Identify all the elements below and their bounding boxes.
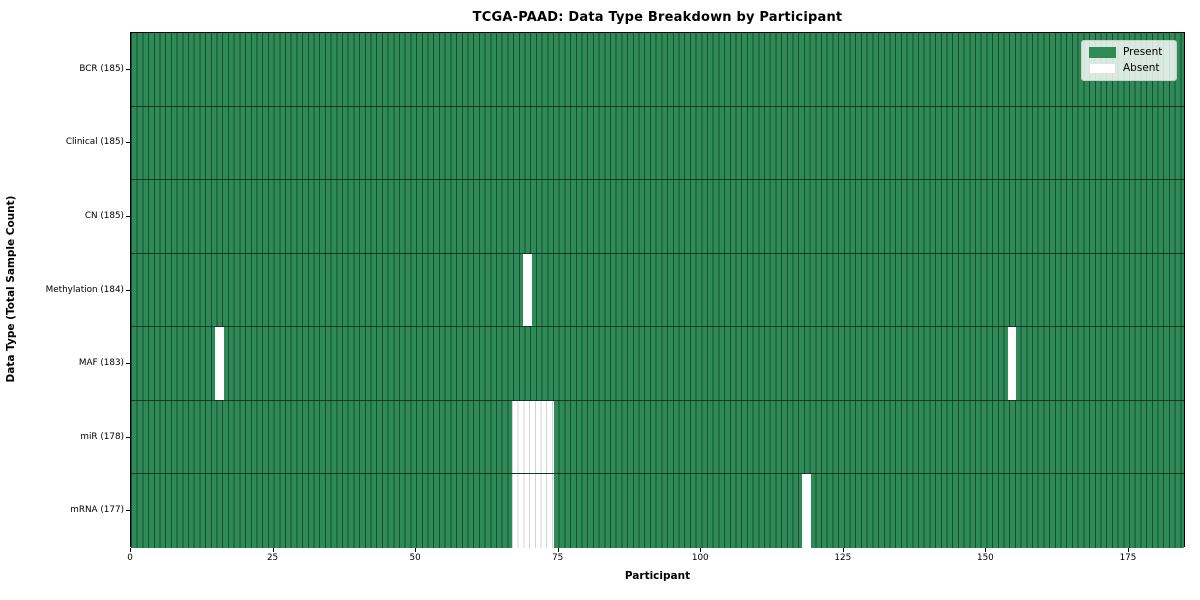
y-tick-label-clinical: Clinical (185)	[65, 137, 124, 148]
y-tick-label-methylation: Methylation (184)	[45, 284, 124, 295]
x-tick-label-25: 25	[266, 553, 279, 563]
x-tick-mark	[557, 548, 559, 552]
y-tick-mark	[126, 68, 130, 70]
x-tick-label-125: 125	[834, 553, 852, 563]
y-tick-mark	[126, 363, 130, 365]
y-tick-mark	[126, 289, 130, 291]
y-tick-label-mir: miR (178)	[80, 431, 124, 442]
y-tick-label-maf: MAF (183)	[78, 358, 124, 369]
y-tick-mark	[126, 436, 130, 438]
x-axis-label: Participant	[624, 570, 691, 582]
absent-run-maf-154	[1007, 327, 1017, 400]
absent-run-maf-15	[215, 327, 224, 400]
absent-run-mir-67	[511, 400, 555, 474]
legend: Present Absent	[1081, 40, 1177, 81]
x-tick-mark	[130, 548, 131, 552]
x-tick-mark	[272, 548, 274, 552]
x-tick-mark	[985, 548, 987, 552]
matrix-row-cn	[131, 180, 1184, 254]
matrix-row-bcr	[131, 33, 1184, 107]
y-tick-mark	[126, 215, 130, 217]
x-tick-label-50: 50	[409, 553, 421, 563]
y-tick-mark	[126, 142, 130, 144]
x-tick-mark	[842, 548, 844, 552]
legend-label-absent: Absent	[1123, 62, 1160, 75]
absent-swatch-icon	[1089, 63, 1116, 74]
x-tick-label-75: 75	[552, 553, 564, 563]
plot-area	[130, 32, 1185, 548]
absent-run-methylation-69	[522, 253, 532, 327]
matrix-row-mir	[131, 400, 1184, 475]
chart-title: TCGA-PAAD: Data Type Breakdown by Partic…	[472, 10, 843, 25]
absent-run-mrna-67	[511, 474, 555, 548]
matrix-row-mrna	[131, 474, 1184, 548]
y-tick-mark	[126, 510, 130, 512]
x-tick-label-150: 150	[976, 553, 994, 563]
matrix-row-maf	[131, 327, 1184, 401]
legend-entry-present: Present	[1089, 47, 1168, 58]
x-tick-label-175: 175	[1119, 553, 1137, 563]
present-swatch-icon	[1089, 47, 1116, 58]
x-tick-mark	[415, 548, 417, 552]
legend-label-present: Present	[1123, 46, 1163, 59]
x-tick-mark	[700, 548, 702, 552]
x-tick-mark	[1127, 548, 1129, 552]
y-tick-label-mrna: mRNA (177)	[70, 505, 124, 516]
y-tick-label-bcr: BCR (185)	[79, 63, 124, 74]
matrix-row-methylation	[131, 253, 1184, 328]
legend-entry-absent: Absent	[1089, 63, 1168, 74]
x-tick-label-100: 100	[691, 553, 709, 563]
y-tick-label-cn: CN (185)	[84, 210, 124, 221]
absent-run-mrna-118	[802, 474, 812, 548]
matrix-row-clinical	[131, 106, 1184, 181]
x-tick-label-0: 0	[127, 553, 133, 563]
